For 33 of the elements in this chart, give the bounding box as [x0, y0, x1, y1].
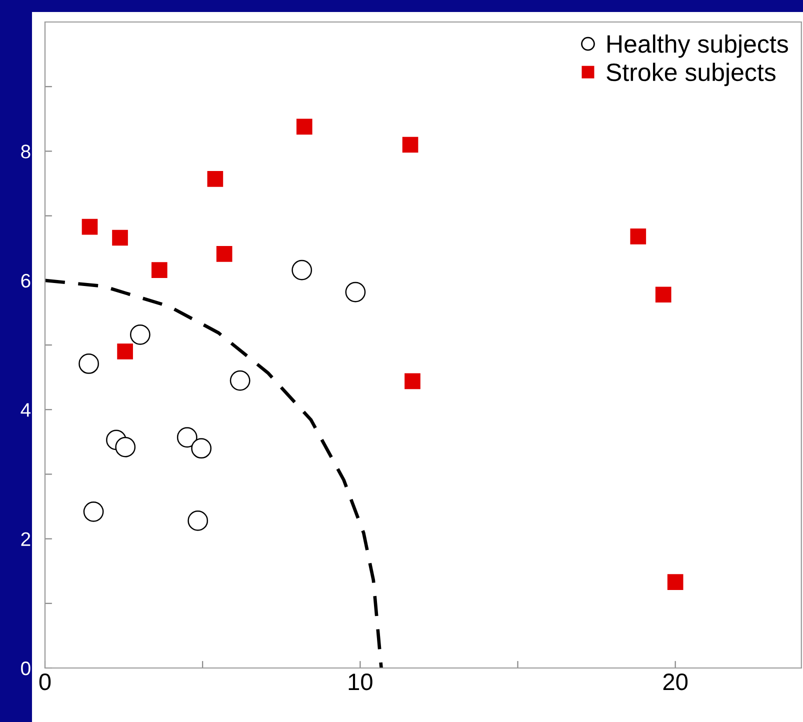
line-series: [45, 278, 383, 668]
point: [216, 246, 232, 262]
point: [655, 286, 672, 303]
point: [404, 373, 420, 390]
x-tick-label: 0: [39, 673, 51, 690]
point: [78, 354, 100, 374]
point: [117, 344, 133, 360]
y-tick-label: 8: [21, 144, 30, 158]
point: [130, 324, 150, 345]
point: [667, 574, 684, 590]
legend-label: Healthy subjects: [608, 34, 788, 58]
point: [296, 118, 312, 135]
point: [345, 282, 366, 302]
y-tick-label: 6: [21, 274, 30, 288]
point: [188, 510, 208, 531]
point: [176, 427, 198, 448]
point: [151, 262, 168, 278]
point: [630, 228, 646, 244]
x-tick-label: 10: [348, 673, 372, 690]
x-tick-label: 20: [663, 673, 688, 690]
y-tick-label: 0: [21, 661, 30, 676]
point: [112, 230, 128, 246]
point: [83, 501, 104, 522]
point: [402, 136, 418, 153]
y-tick-label: 2: [21, 532, 30, 546]
point: [207, 171, 224, 187]
point: [82, 218, 98, 235]
point: [292, 260, 312, 280]
point: [230, 370, 250, 391]
point: [191, 438, 212, 459]
point: [115, 436, 136, 458]
y-tick-label: 4: [20, 403, 31, 417]
legend-label: Stroke subjects: [606, 62, 776, 86]
